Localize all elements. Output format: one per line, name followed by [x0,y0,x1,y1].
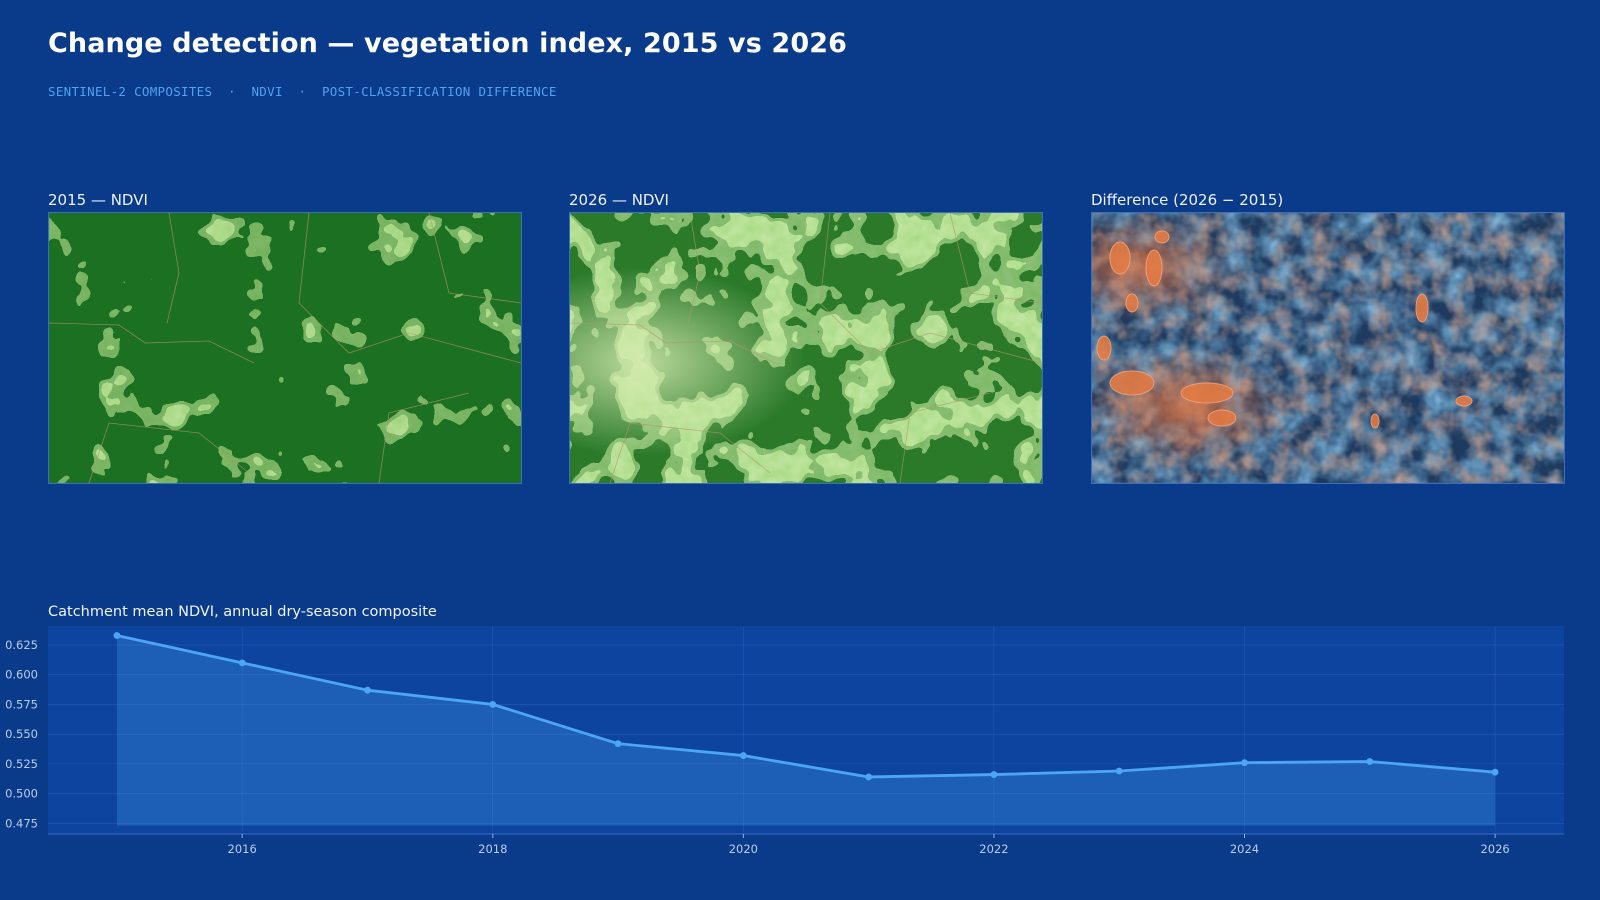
difference-raster [1092,213,1564,483]
x-axis-ticks: 2016 2018 2020 2022 2024 2026 [228,834,1510,856]
chart-title: Catchment mean NDVI, annual dry-season c… [48,604,437,620]
subtitle-separator: · [298,84,307,99]
subtitle-source: SENTINEL-2 COMPOSITES [48,84,213,99]
y-tick-label: 0.550 [5,727,38,741]
panel-ndvi-2015: 2015 — NDVI [48,190,522,484]
y-tick-label: 0.575 [5,697,38,711]
y-tick-label: 0.525 [5,757,38,771]
data-point [1366,758,1374,765]
data-point [865,773,873,781]
x-tick-label: 2022 [979,842,1008,856]
data-point [990,771,998,778]
panel-difference: Difference (2026 − 2015) [1091,190,1565,484]
panel-label-difference: Difference (2026 − 2015) [1091,191,1284,209]
ndvi-2026-map [569,212,1043,484]
data-point [1491,768,1499,776]
ndvi-2026-raster [570,213,1042,483]
data-point [1241,759,1248,767]
data-point [238,659,246,667]
ndvi-2015-raster [49,213,521,483]
plot-area [48,626,1564,834]
data-point [739,752,747,759]
page-subtitle: SENTINEL-2 COMPOSITES · NDVI · POST-CLAS… [48,84,557,99]
y-axis-ticks: 0.475 0.500 0.525 0.550 0.575 0.600 0.625 [5,638,38,830]
x-tick-label: 2020 [729,842,758,856]
data-point [113,632,121,639]
y-tick-label: 0.625 [5,638,38,652]
x-tick-label: 2018 [478,842,507,856]
x-tick-label: 2024 [1230,842,1259,856]
ndvi-2015-map [48,212,522,484]
ndvi-series-points [113,632,1499,781]
panel-label-2015: 2015 — NDVI [48,191,148,209]
x-tick-label: 2016 [228,842,257,856]
y-tick-label: 0.600 [5,668,38,682]
data-point [364,686,371,694]
ndvi-series-line [116,634,1496,779]
y-tick-label: 0.475 [5,816,38,830]
y-tick-label: 0.500 [5,787,38,801]
page-title: Change detection — vegetation index, 201… [48,28,847,59]
subtitle-method: POST-CLASSIFICATION DIFFERENCE [321,84,557,99]
grid-lines [48,626,1564,835]
panel-label-2026: 2026 — NDVI [569,191,669,209]
data-point [614,740,622,748]
panel-ndvi-2026: 2026 — NDVI [569,190,1043,484]
x-tick-label: 2026 [1480,842,1509,856]
subtitle-index: NDVI [251,84,283,99]
ndvi-area-fill [116,635,1496,826]
ndvi-trend-chart: 0.475 0.500 0.525 0.550 0.575 0.600 0.625 2016… [5,626,1564,856]
data-point [489,701,497,708]
data-point [1115,767,1123,775]
subtitle-separator: · [228,84,236,99]
difference-map [1091,212,1565,484]
